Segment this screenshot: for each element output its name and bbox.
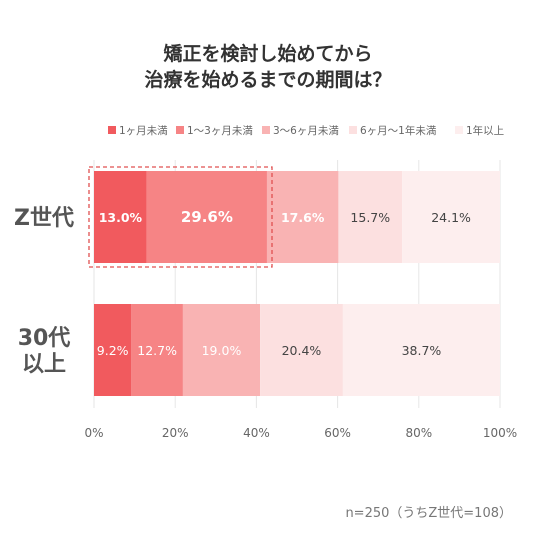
- data-label: 19.0%: [202, 343, 242, 358]
- bar-segment: [94, 171, 147, 263]
- bar-segment: [260, 304, 343, 396]
- data-label: 20.4%: [282, 343, 322, 358]
- bar-segment: [402, 171, 500, 263]
- legend-swatch: [108, 126, 116, 134]
- legend-label: 6ヶ月～1年未満: [360, 124, 437, 137]
- data-label: 15.7%: [350, 210, 390, 225]
- legend-label: 1～3ヶ月未満: [187, 125, 253, 137]
- data-label: 24.1%: [431, 210, 471, 225]
- bar-segment: [94, 304, 132, 396]
- legend-swatch: [176, 126, 184, 134]
- data-label: 9.2%: [97, 343, 129, 358]
- data-label: 29.6%: [181, 208, 233, 226]
- x-tick-label: 80%: [405, 426, 432, 440]
- x-tick-label: 0%: [84, 426, 103, 440]
- x-tick-label: 40%: [243, 426, 270, 440]
- highlight-box: [88, 166, 273, 268]
- bar-segment: [342, 304, 500, 396]
- legend-swatch: [455, 126, 463, 134]
- bar-segment: [338, 171, 403, 263]
- bar-segment: [182, 304, 261, 396]
- bar-segment: [146, 171, 267, 263]
- legend-swatch: [349, 126, 357, 134]
- x-axis-ticks: 0% 20% 40% 60% 80% 100%: [84, 426, 517, 440]
- legend-label: 3～6ヶ月未満: [273, 125, 339, 137]
- data-label: 38.7%: [402, 343, 442, 358]
- legend: 1ヶ月未満 1～3ヶ月未満 3～6ヶ月未満 6ヶ月～1年未満 1年以上: [108, 124, 504, 137]
- bar-segment: [266, 171, 339, 263]
- sample-size-note: n=250（うちZ世代=108）: [345, 506, 512, 521]
- x-tick-label: 20%: [162, 426, 189, 440]
- data-label: 13.0%: [99, 210, 143, 225]
- legend-label: 1年以上: [466, 124, 504, 137]
- category-label: 30代: [18, 326, 71, 351]
- data-label: 12.7%: [137, 343, 177, 358]
- category-label: Z世代: [14, 206, 74, 231]
- bar-segment: [131, 304, 183, 396]
- chart-title-line-2: 治療を始めるまでの期間は？: [144, 68, 391, 91]
- legend-label: 1ヶ月未満: [119, 125, 168, 137]
- x-tick-label: 60%: [324, 426, 351, 440]
- bars: 13.0% 29.6% 17.6% 15.7% 24.1% 9.2% 12.7% 19.0% 2…: [94, 171, 500, 396]
- chart-title-line-1: 矯正を検討し始めてから: [163, 42, 372, 65]
- data-label: 17.6%: [281, 210, 325, 225]
- legend-swatch: [262, 126, 270, 134]
- x-tick-label: 100%: [483, 426, 517, 440]
- category-label: 以上: [22, 352, 66, 377]
